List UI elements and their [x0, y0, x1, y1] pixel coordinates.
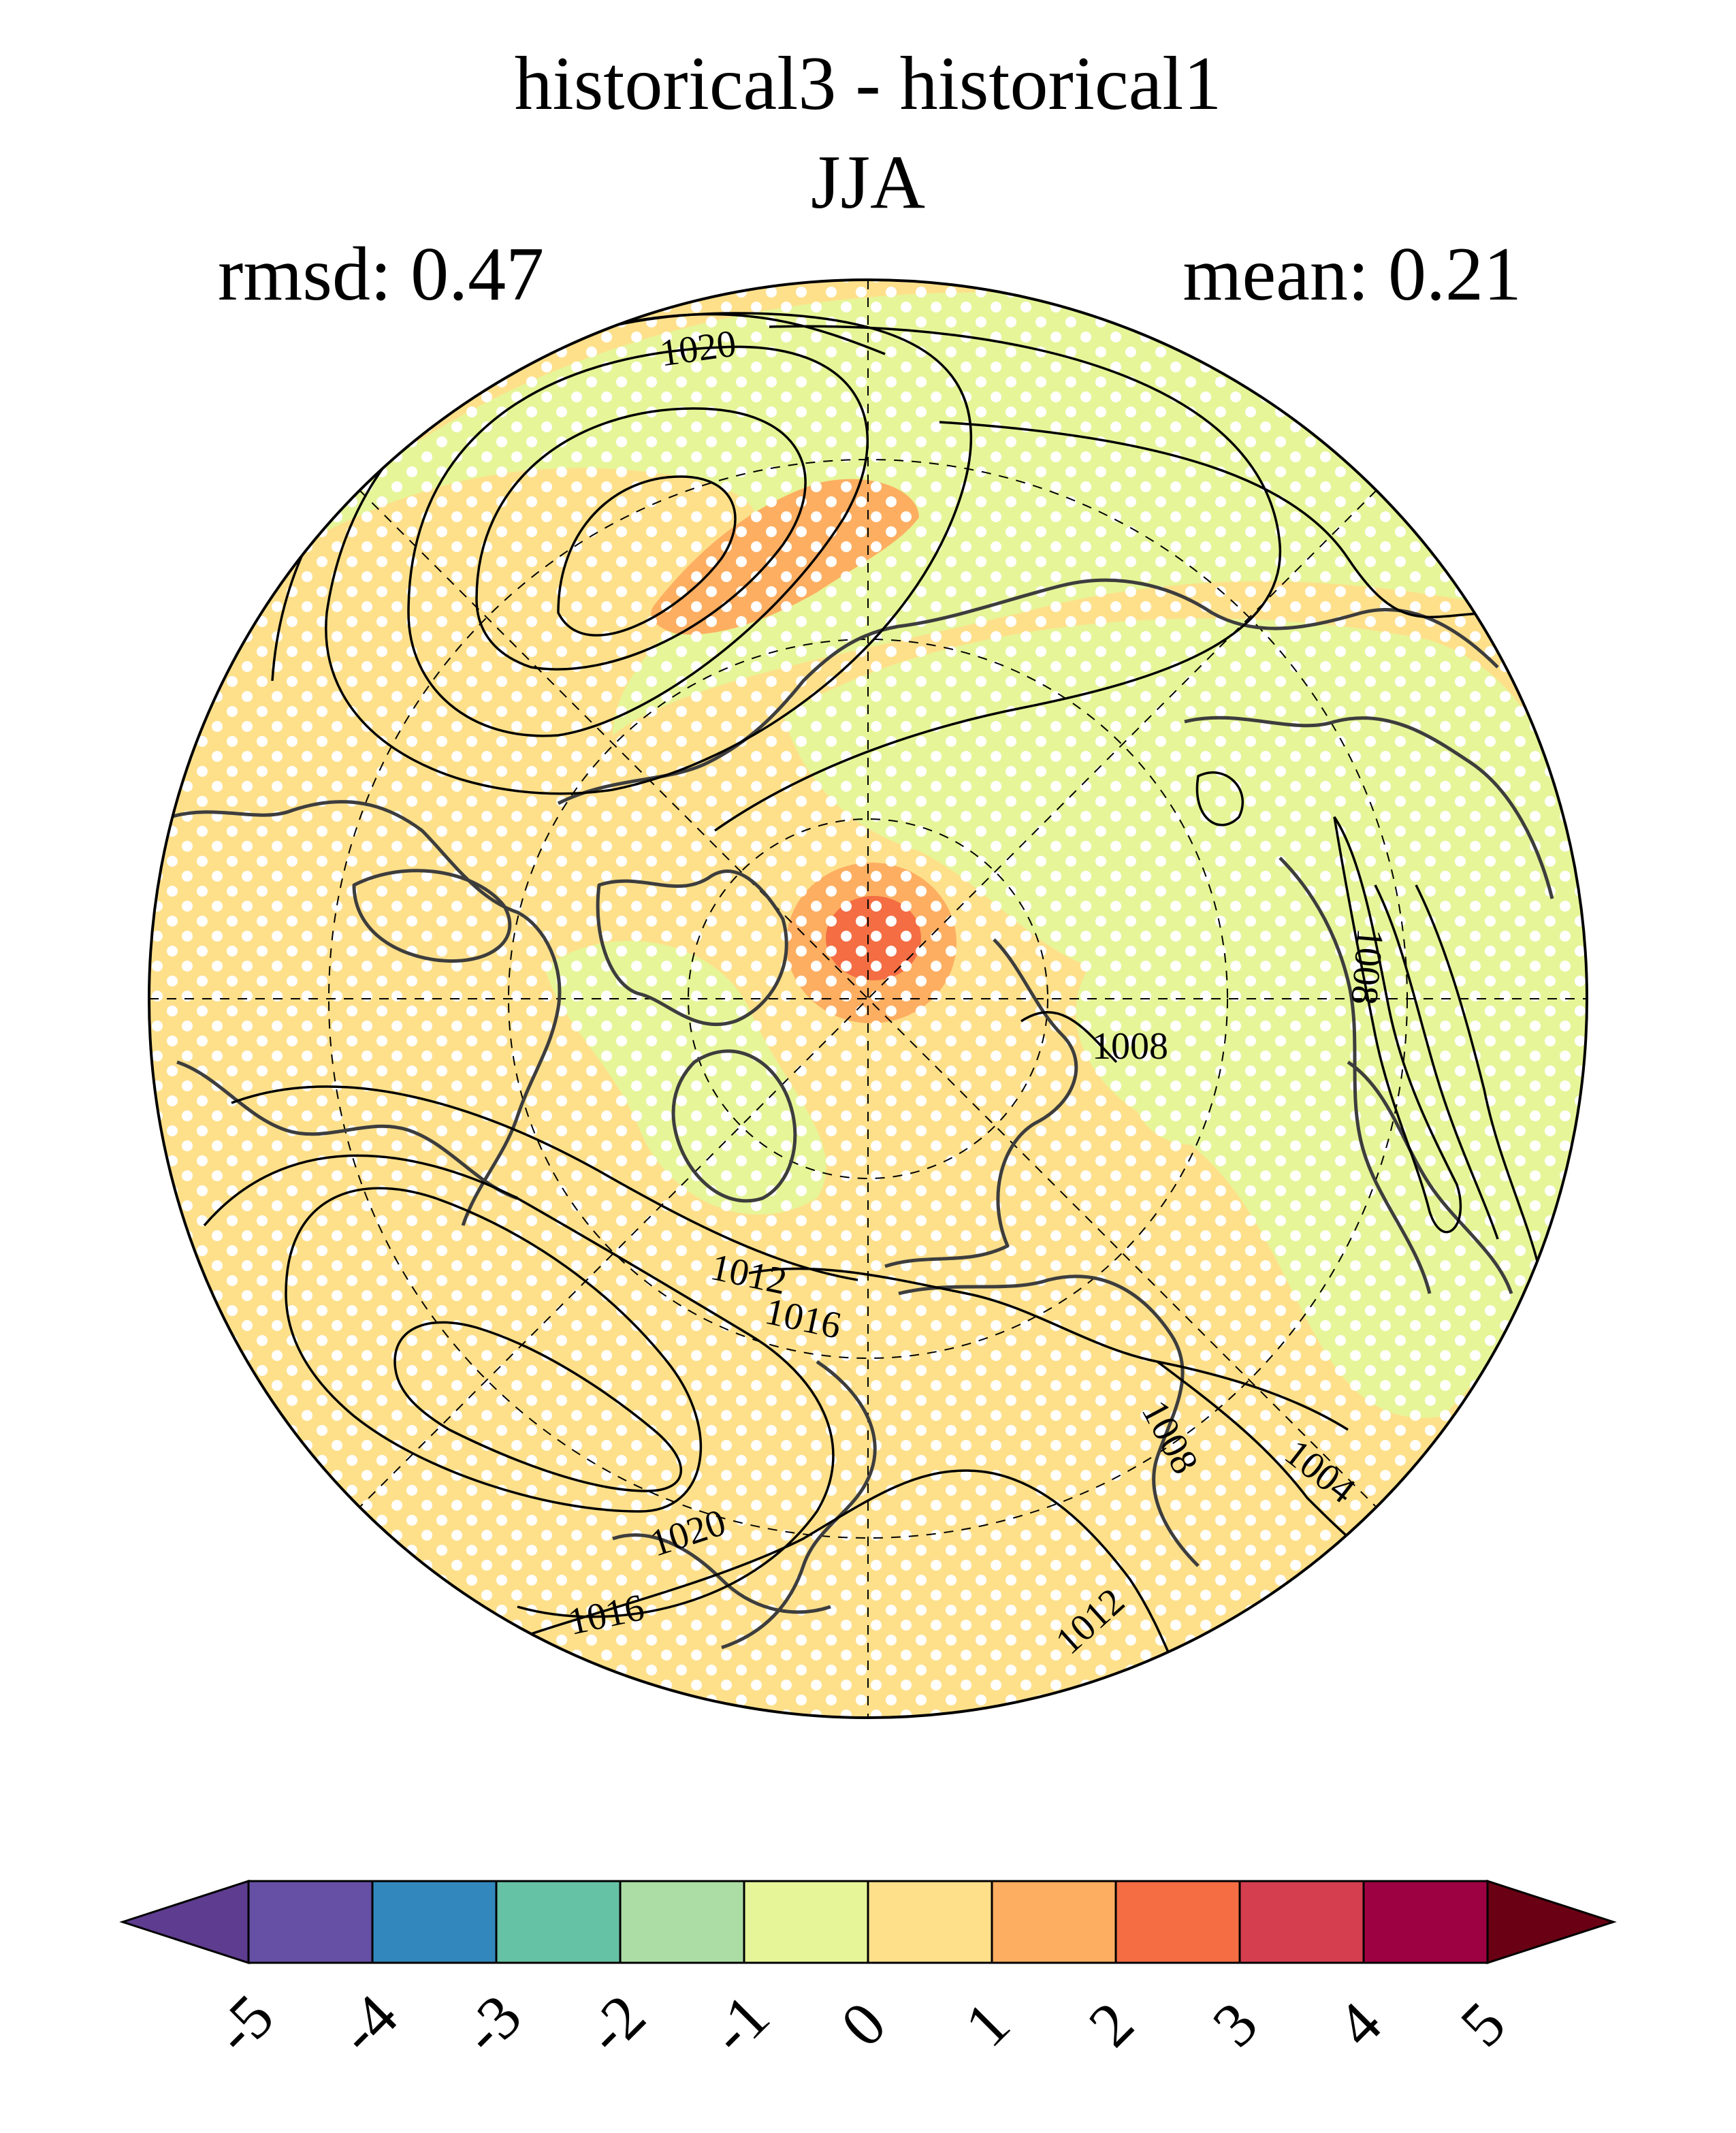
colorbar-tick-label: 3	[1200, 1989, 1271, 2060]
polar-map: 1020 1008 1008 1012 1016 1020 1016 1008 …	[149, 280, 1587, 1718]
colorbar-tick-label: 1	[952, 1989, 1023, 2060]
coastlines	[170, 578, 1554, 1650]
colorbar-box	[1362, 1880, 1489, 1964]
title-line-2: JJA	[811, 140, 925, 225]
map-boundary	[148, 278, 1588, 1719]
title-line-1: historical3 - historical1	[515, 42, 1222, 126]
colorbar-tick-label: 4	[1323, 1989, 1395, 2060]
colorbar-box	[247, 1880, 374, 1964]
colorbar-box	[495, 1880, 622, 1964]
colorbar-tick-label: 0	[828, 1989, 899, 2060]
colorbar-box	[619, 1880, 745, 1964]
colorbar-box	[1238, 1880, 1365, 1964]
colorbar-box	[867, 1880, 993, 1964]
contour-label: 1008	[1092, 1025, 1168, 1068]
colorbar-tick-label: 5	[1447, 1989, 1519, 2060]
colorbar-tick-label: -2	[573, 1981, 658, 2067]
contour-label: 1008	[1343, 927, 1392, 1006]
colorbar-arrow-high	[1486, 1879, 1617, 1965]
colorbar: -5 -4 -3 -2 -1 0 1 2 3 4 5	[119, 1879, 1617, 2067]
colorbar-tick-label: -4	[325, 1981, 411, 2067]
mean-label: mean: 0.21	[1183, 232, 1522, 317]
colorbar-tick-label: 2	[1076, 1989, 1147, 2060]
colorbar-box	[743, 1880, 869, 1964]
graticule	[149, 280, 1587, 1718]
colorbar-arrow-low	[119, 1879, 250, 1965]
colorbar-box	[1114, 1880, 1241, 1964]
contour-label: 1020	[658, 322, 739, 374]
colorbar-tick-label: -1	[696, 1981, 782, 2067]
colorbar-box	[371, 1880, 498, 1964]
colorbar-tick-label: -3	[449, 1981, 534, 2067]
rmsd-label: rmsd: 0.47	[218, 232, 544, 317]
colorbar-tick-label: -5	[201, 1981, 287, 2067]
colorbar-box	[991, 1880, 1117, 1964]
